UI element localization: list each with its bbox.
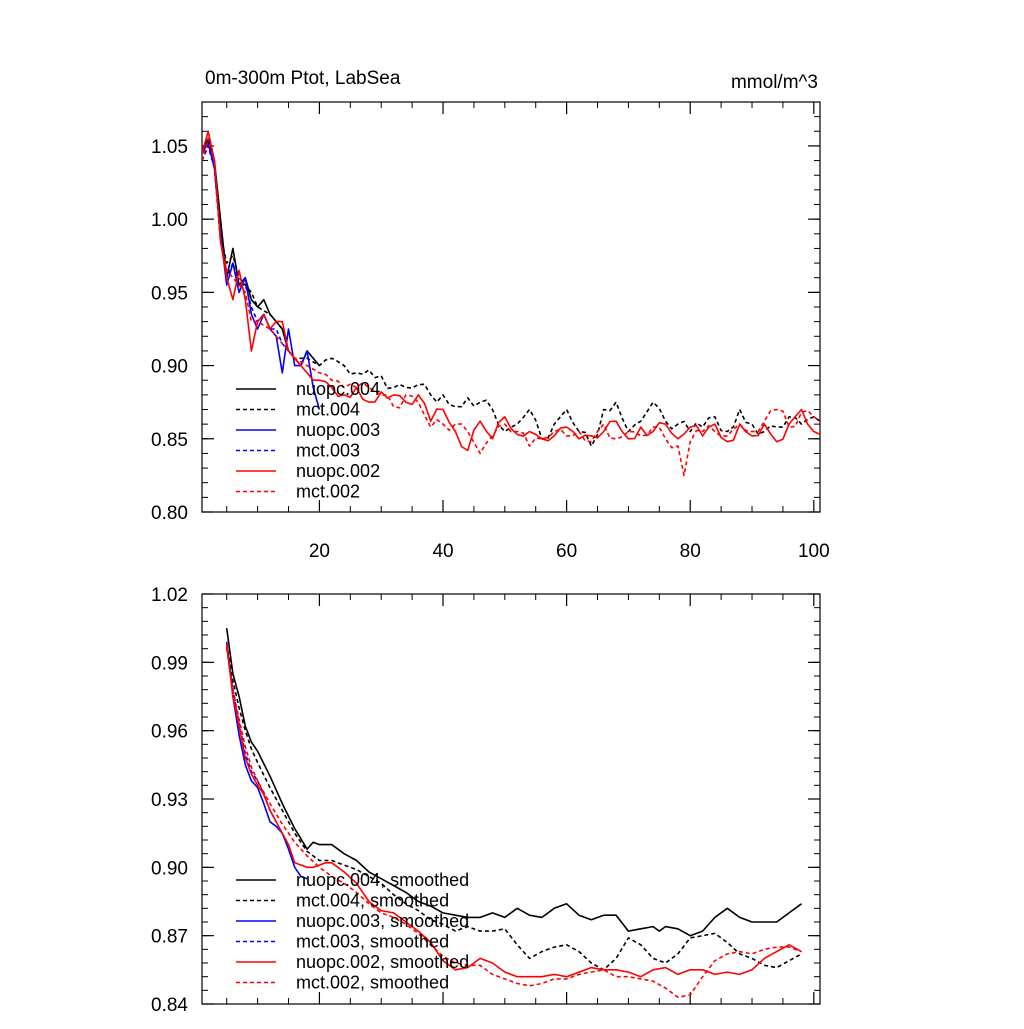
top-series-nuopc-003 [202, 142, 321, 410]
top-x-tick-label: 100 [798, 541, 830, 562]
bottom-series-mct-003-smoothed [225, 646, 277, 823]
top-y-tick-label: 1.00 [151, 210, 188, 231]
bottom-y-tick-label: 1.02 [151, 585, 188, 606]
top-plot-frame [201, 101, 821, 513]
top-panel: 0m-300m Ptot, LabSea mmol/m^3 0.80 0.85 0.… [151, 68, 830, 562]
top-y-tick-label: 1.05 [151, 137, 188, 158]
bottom-series-mct-002-smoothed [225, 648, 802, 998]
bottom-y-tick-label: 0.90 [151, 858, 188, 879]
top-x-tick-label: 60 [556, 541, 577, 562]
top-y-tick-label: 0.80 [151, 503, 188, 524]
bottom-legend-label-nuopc-002-smoothed: nuopc.002, smoothed [296, 952, 469, 972]
top-legend-label-nuopc-003: nuopc.003 [296, 420, 380, 440]
top-x-tick-label: 40 [432, 541, 453, 562]
top-legend-label-mct-002: mct.002 [296, 482, 360, 502]
bottom-series-nuopc-004-smoothed [225, 628, 802, 937]
top-x-tick-label: 20 [309, 541, 330, 562]
top-series-nuopc-004 [202, 137, 321, 367]
top-legend-label-nuopc-004: nuopc.004 [296, 379, 380, 399]
top-y-tick-label: 0.85 [151, 430, 188, 451]
bottom-y-tick-label: 0.96 [151, 722, 188, 743]
bottom-legend-label-mct-004-smoothed: mct.004, smoothed [296, 891, 449, 911]
bottom-legend-label-nuopc-003-smoothed: nuopc.003, smoothed [296, 911, 469, 931]
top-chart-units: mmol/m^3 [731, 72, 818, 93]
top-series-mct-004 [202, 145, 820, 447]
top-series-group [202, 130, 820, 477]
bottom-series-nuopc-002-smoothed [225, 644, 802, 978]
top-y-tick-label: 0.90 [151, 357, 188, 378]
top-series-mct-002 [202, 137, 820, 477]
top-legend-label-mct-004: mct.004 [296, 400, 360, 420]
top-x-tick-label: 80 [680, 541, 701, 562]
top-y-tick-label: 0.95 [151, 283, 188, 304]
bottom-y-tick-label: 0.87 [151, 927, 188, 948]
bottom-y-tick-label: 0.99 [151, 653, 188, 674]
bottom-legend-label-mct-002-smoothed: mct.002, smoothed [296, 973, 449, 993]
bottom-panel: 0.84 0.87 0.90 0.93 0.96 0.99 1.02 nuopc.004, s… [151, 585, 821, 1016]
bottom-plot-frame [201, 593, 821, 1005]
bottom-y-tick-label: 0.84 [151, 995, 188, 1016]
bottom-legend-label-nuopc-004-smoothed: nuopc.004, smoothed [296, 870, 469, 890]
bottom-series-mct-004-smoothed [225, 643, 802, 971]
bottom-y-tick-label: 0.93 [151, 790, 188, 811]
bottom-legend-label-mct-003-smoothed: mct.003, smoothed [296, 932, 449, 952]
top-chart-title: 0m-300m Ptot, LabSea [205, 68, 401, 89]
bottom-series-nuopc-003-smoothed [225, 641, 308, 880]
top-series-nuopc-002 [202, 130, 820, 452]
bottom-series-group [225, 628, 802, 998]
top-legend-label-nuopc-002: nuopc.002 [296, 461, 380, 481]
top-legend-label-mct-003: mct.003 [296, 441, 360, 461]
